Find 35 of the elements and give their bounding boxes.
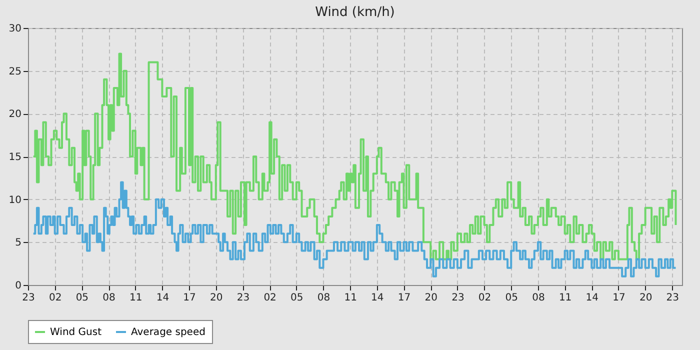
- x-tick-label: 11: [558, 292, 572, 304]
- x-tick-label: 17: [183, 292, 196, 304]
- x-tick-label: 14: [371, 292, 384, 304]
- legend-label: Average speed: [131, 327, 206, 338]
- x-tick-label: 11: [344, 292, 357, 304]
- x-tick-label: 02: [264, 292, 276, 304]
- x-tick-label: 20: [639, 292, 652, 304]
- y-tick-label: 10: [8, 194, 22, 206]
- x-tick-label: 14: [586, 292, 599, 304]
- x-tick-label: 14: [156, 292, 170, 304]
- x-tick-label: 23: [666, 292, 680, 304]
- x-tick-label: 08: [532, 292, 545, 304]
- x-tick-label: 02: [48, 292, 62, 304]
- x-tick-label: 02: [478, 292, 492, 304]
- x-tick-label: 23: [22, 292, 35, 304]
- y-tick-label: 15: [8, 152, 22, 163]
- x-tick-label: 11: [129, 292, 142, 304]
- x-tick-label: 23: [236, 292, 250, 304]
- x-tick-label: 05: [290, 292, 304, 304]
- y-tick-label: 30: [8, 24, 22, 34]
- x-tick-label: 08: [102, 292, 116, 304]
- y-tick-label: 5: [15, 238, 22, 249]
- x-tick-label: 17: [398, 292, 411, 304]
- legend-label: Wind Gust: [50, 327, 102, 338]
- x-tick-label: 17: [612, 292, 626, 304]
- y-tick-label: 25: [8, 66, 22, 78]
- y-tick-label: 20: [8, 109, 22, 120]
- x-tick-label: 05: [76, 292, 89, 304]
- x-tick-label: 20: [210, 292, 223, 304]
- x-tick-label: 05: [505, 292, 518, 304]
- x-tick-label: 23: [452, 292, 464, 304]
- x-tick-label: 08: [317, 292, 330, 304]
- x-tick-label: 20: [424, 292, 438, 304]
- chart-title: Wind (km/h): [315, 5, 395, 20]
- y-tick-label: 0: [15, 280, 22, 292]
